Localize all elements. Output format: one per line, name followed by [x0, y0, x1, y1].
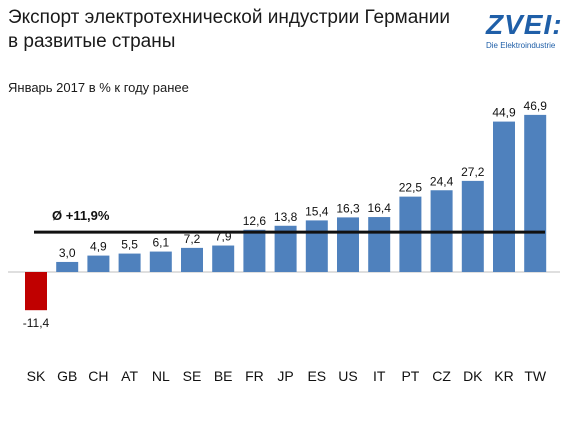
bar-us	[337, 217, 359, 272]
value-label-at: 5,5	[121, 238, 138, 252]
value-label-jp: 13,8	[274, 210, 298, 224]
value-label-gb: 3,0	[59, 246, 76, 260]
value-label-kr: 44,9	[492, 106, 516, 120]
category-label-kr: KR	[494, 368, 513, 384]
value-label-se: 7,2	[184, 232, 201, 246]
category-label-tw: TW	[524, 368, 547, 384]
value-label-dk: 27,2	[461, 165, 485, 179]
bar-pt	[399, 196, 422, 272]
category-label-dk: DK	[463, 368, 483, 384]
chart-title-line1: Экспорт электротехнической индустрии Гер…	[8, 7, 450, 28]
bar-nl	[149, 251, 172, 272]
chart-title-line2: в развитые страны	[8, 31, 176, 52]
chart-subtitle: Январь 2017 в % к году ранее	[8, 80, 189, 95]
chart-title: Экспорт электротехнической индустрии Гер…	[8, 6, 478, 54]
bar-sk	[25, 272, 47, 311]
category-label-gb: GB	[57, 368, 77, 384]
value-label-es: 15,4	[305, 204, 329, 218]
value-label-cz: 24,4	[430, 174, 454, 188]
bar-ch	[87, 255, 110, 272]
bar-fr	[243, 229, 266, 272]
value-label-tw: 46,9	[524, 99, 548, 113]
category-label-ch: CH	[88, 368, 108, 384]
category-label-pt: PT	[401, 368, 419, 384]
bar-gb	[56, 261, 79, 272]
bar-tw	[524, 114, 547, 272]
logo-wordmark: ZVEI:	[486, 9, 563, 40]
category-label-es: ES	[307, 368, 326, 384]
category-label-us: US	[338, 368, 357, 384]
bar-dk	[461, 180, 484, 272]
bar-be	[212, 245, 235, 272]
bar-it	[368, 217, 391, 272]
zvei-logo: ZVEI: Die Elektroindustrie	[486, 10, 568, 58]
logo-tagline: Die Elektroindustrie	[486, 41, 556, 50]
category-label-cz: CZ	[432, 368, 451, 384]
average-label: Ø +11,9%	[52, 208, 110, 223]
category-label-se: SE	[183, 368, 202, 384]
category-label-at: AT	[121, 368, 138, 384]
value-label-ch: 4,9	[90, 240, 107, 254]
value-label-nl: 6,1	[152, 236, 169, 250]
value-label-fr: 12,6	[243, 214, 267, 228]
category-label-it: IT	[373, 368, 386, 384]
bar-es	[305, 220, 328, 272]
value-label-us: 16,3	[336, 201, 360, 215]
bar-at	[118, 253, 141, 272]
bar-jp	[274, 225, 297, 272]
category-label-jp: JP	[277, 368, 293, 384]
value-label-it: 16,4	[368, 201, 392, 215]
category-label-fr: FR	[245, 368, 264, 384]
category-label-nl: NL	[152, 368, 170, 384]
bar-kr	[493, 121, 515, 273]
category-label-sk: SK	[27, 368, 46, 384]
bar-se	[181, 247, 203, 272]
value-label-pt: 22,5	[399, 181, 423, 195]
value-label-sk: -11,4	[23, 316, 50, 330]
category-label-be: BE	[214, 368, 233, 384]
